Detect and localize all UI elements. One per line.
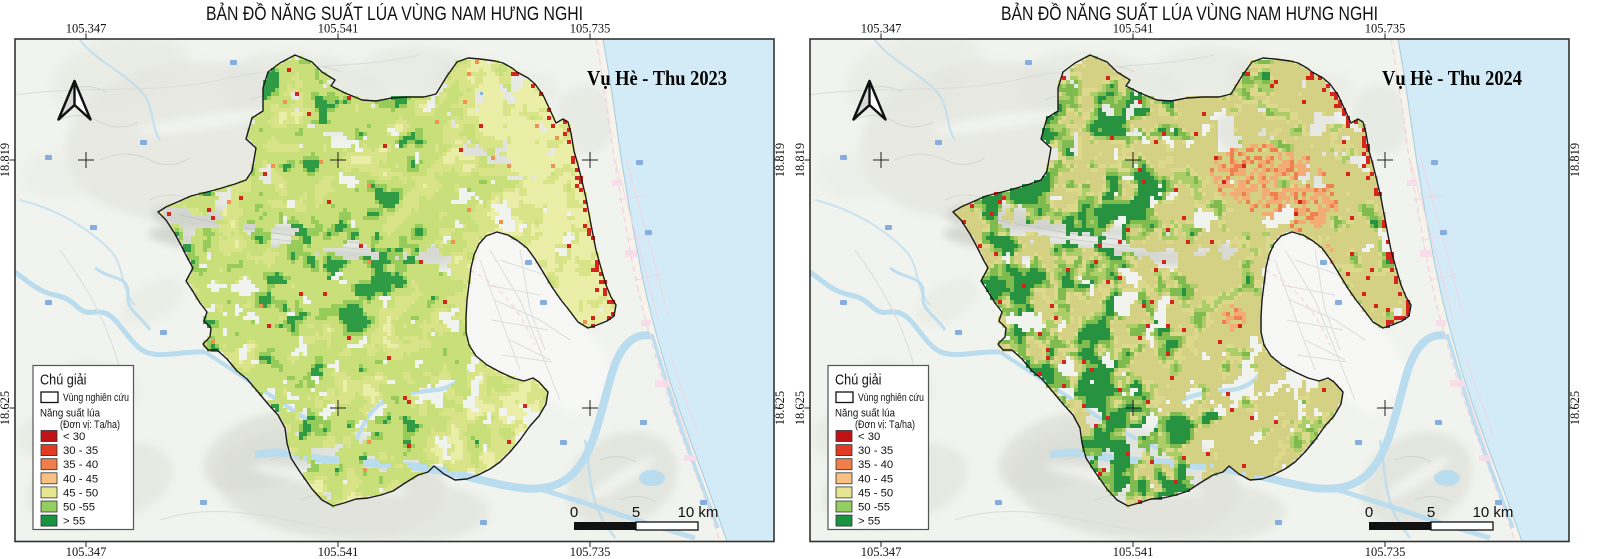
svg-text:> 55: > 55 (63, 516, 85, 528)
svg-text:18.819: 18.819 (0, 143, 12, 177)
svg-text:18.625: 18.625 (1568, 391, 1582, 425)
svg-text:0: 0 (570, 504, 578, 521)
svg-text:< 30: < 30 (63, 431, 85, 443)
svg-text:105.735: 105.735 (1365, 545, 1406, 559)
svg-text:105.347: 105.347 (66, 545, 107, 559)
svg-text:18.819: 18.819 (773, 143, 787, 177)
svg-text:45 - 50: 45 - 50 (63, 487, 98, 499)
svg-text:50 -55: 50 -55 (63, 502, 95, 514)
svg-text:105.347: 105.347 (861, 22, 902, 36)
svg-text:BẢN ĐỒ NĂNG SUẤT LÚA VÙNG NAM: BẢN ĐỒ NĂNG SUẤT LÚA VÙNG NAM HƯNG NGHI (206, 3, 583, 25)
svg-text:Vụ Hè - Thu 2024: Vụ Hè - Thu 2024 (1382, 66, 1522, 90)
svg-text:BẢN ĐỒ NĂNG SUẤT LÚA VÙNG NAM: BẢN ĐỒ NĂNG SUẤT LÚA VÙNG NAM HƯNG NGHI (1001, 3, 1378, 25)
svg-text:105.541: 105.541 (318, 22, 359, 36)
svg-text:(Đơn vị: Tạ/ha): (Đơn vị: Tạ/ha) (60, 419, 120, 431)
svg-text:18.625: 18.625 (793, 391, 807, 425)
svg-text:105.347: 105.347 (861, 545, 902, 559)
svg-text:Vùng nghiên cứu: Vùng nghiên cứu (63, 392, 129, 404)
svg-text:18.819: 18.819 (793, 143, 807, 177)
svg-text:105.541: 105.541 (1113, 545, 1154, 559)
svg-text:40 - 45: 40 - 45 (63, 473, 98, 485)
svg-text:Chú giải: Chú giải (40, 373, 87, 389)
svg-text:5: 5 (632, 504, 640, 521)
svg-text:105.735: 105.735 (570, 22, 611, 36)
svg-text:10 km: 10 km (678, 504, 719, 521)
svg-text:35 - 40: 35 - 40 (63, 459, 98, 471)
svg-text:105.541: 105.541 (1113, 22, 1154, 36)
svg-text:18.819: 18.819 (1568, 143, 1582, 177)
svg-text:18.625: 18.625 (773, 391, 787, 425)
svg-text:105.735: 105.735 (570, 545, 611, 559)
svg-text:Năng suất lúa: Năng suất lúa (40, 408, 100, 420)
svg-text:30 - 35: 30 - 35 (63, 445, 98, 457)
svg-text:18.625: 18.625 (0, 391, 12, 425)
svg-text:105.347: 105.347 (66, 22, 107, 36)
svg-text:Vụ Hè - Thu 2023: Vụ Hè - Thu 2023 (587, 66, 727, 90)
svg-text:105.735: 105.735 (1365, 22, 1406, 36)
svg-text:105.541: 105.541 (318, 545, 359, 559)
